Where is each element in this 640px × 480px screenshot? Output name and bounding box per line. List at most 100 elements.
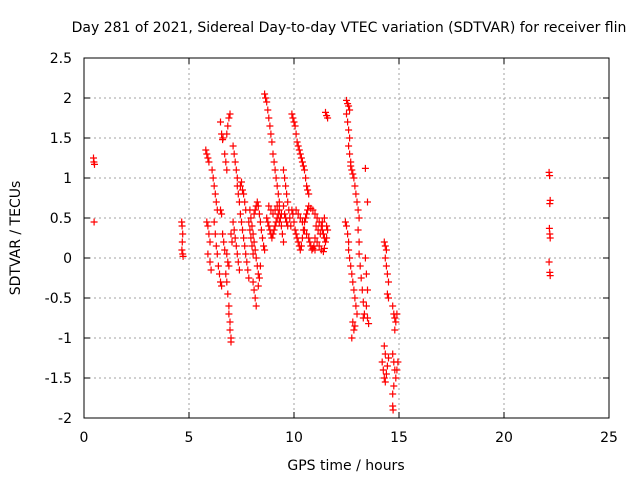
data-point	[211, 230, 219, 238]
data-point	[322, 238, 329, 246]
data-point	[270, 226, 278, 234]
y-tick-label: 1.5	[50, 131, 72, 147]
data-point	[270, 158, 278, 166]
data-point	[288, 110, 296, 118]
data-point	[238, 178, 245, 186]
data-point	[546, 172, 554, 180]
data-point	[225, 262, 233, 270]
data-point	[251, 294, 259, 302]
data-point	[235, 266, 243, 274]
data-point	[217, 278, 224, 286]
data-point	[355, 238, 363, 246]
data-point	[256, 262, 264, 270]
data-point	[223, 130, 231, 138]
data-point	[383, 270, 391, 278]
data-point	[295, 146, 303, 154]
data-point	[256, 218, 264, 226]
data-point	[346, 150, 354, 158]
data-point	[304, 186, 312, 194]
data-point	[269, 150, 277, 158]
data-point	[228, 238, 236, 246]
data-point	[291, 122, 299, 130]
data-point	[393, 310, 401, 318]
data-point	[266, 122, 274, 130]
data-point	[303, 210, 311, 218]
data-point	[294, 142, 302, 150]
data-point	[302, 174, 310, 182]
data-point	[226, 318, 234, 326]
data-point	[273, 202, 281, 210]
data-point	[207, 266, 215, 274]
data-point	[244, 266, 252, 274]
data-point	[298, 234, 306, 242]
data-point	[361, 254, 369, 262]
data-point	[389, 390, 397, 398]
data-point	[385, 278, 392, 286]
data-point	[268, 234, 276, 242]
data-point	[345, 142, 353, 150]
data-point	[236, 182, 244, 190]
data-point	[264, 106, 272, 114]
data-point	[260, 242, 268, 250]
data-point	[274, 190, 282, 198]
data-point	[91, 160, 98, 168]
data-point	[382, 262, 390, 270]
data-point	[311, 246, 319, 254]
data-point	[252, 254, 260, 262]
data-point	[271, 166, 279, 174]
data-point	[265, 222, 273, 230]
data-point	[353, 310, 361, 318]
data-point	[231, 234, 239, 242]
data-point	[393, 366, 401, 374]
data-point	[303, 182, 311, 190]
x-tick-label: 15	[390, 430, 408, 446]
data-point	[275, 218, 283, 226]
data-point	[204, 222, 212, 230]
data-point	[249, 250, 257, 258]
data-point	[345, 126, 353, 134]
data-point	[241, 242, 249, 250]
data-point	[309, 206, 317, 214]
data-point	[314, 226, 322, 234]
data-point	[280, 238, 287, 246]
data-point	[350, 326, 358, 334]
data-point	[229, 142, 237, 150]
data-point	[277, 222, 285, 230]
data-point	[282, 182, 290, 190]
data-point	[265, 202, 273, 210]
data-point	[246, 226, 254, 234]
data-point	[343, 222, 350, 230]
data-point	[253, 198, 261, 206]
data-point	[389, 406, 397, 414]
data-point	[301, 166, 308, 174]
data-point	[217, 206, 224, 214]
data-point	[323, 234, 331, 242]
data-point	[383, 362, 391, 370]
data-point	[313, 238, 321, 246]
data-point	[231, 158, 239, 166]
data-point	[379, 366, 387, 374]
y-tick-label: -2	[58, 411, 72, 427]
data-point	[248, 242, 256, 250]
data-point	[205, 158, 213, 166]
data-point	[352, 190, 360, 198]
data-point	[220, 238, 228, 246]
data-point	[357, 274, 365, 282]
data-point	[214, 262, 222, 270]
data-point	[298, 218, 306, 226]
x-tick-label: 20	[495, 430, 513, 446]
data-point	[230, 150, 238, 158]
data-point	[178, 238, 186, 246]
data-point	[219, 134, 227, 142]
data-point	[281, 174, 289, 182]
data-point	[254, 282, 262, 290]
data-point	[350, 174, 358, 182]
data-point	[348, 334, 356, 342]
data-point	[343, 110, 350, 118]
data-point	[391, 314, 399, 322]
x-tick-label: 25	[600, 430, 618, 446]
data-point	[385, 354, 392, 362]
data-point	[364, 198, 371, 206]
data-point	[381, 242, 389, 250]
data-point	[303, 230, 311, 238]
